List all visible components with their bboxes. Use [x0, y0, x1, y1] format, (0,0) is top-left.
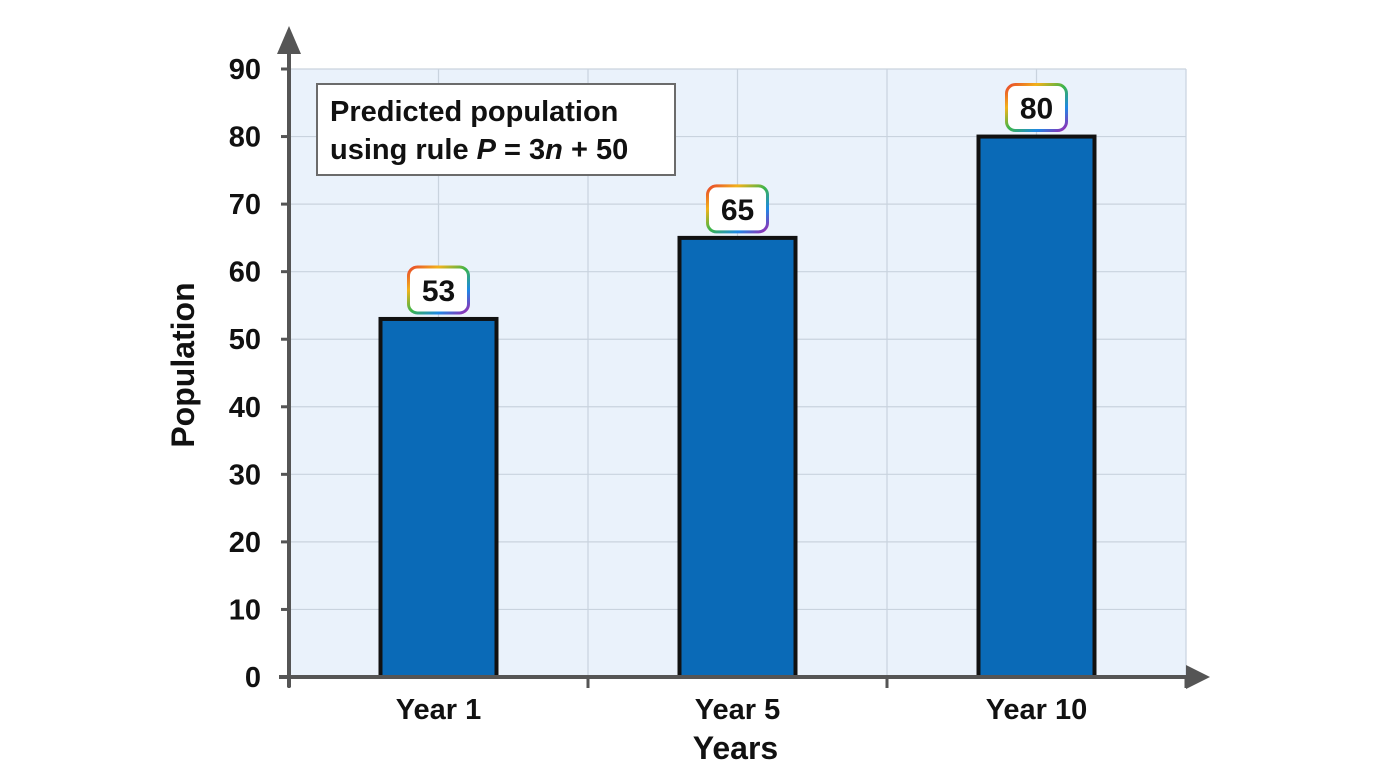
- annotation-suffix: + 50: [562, 134, 629, 166]
- x-axis-arrow: [1186, 665, 1210, 689]
- y-tick-labels: 0 10 20 30 40 50 60 70 80 90: [229, 54, 261, 694]
- annotation-prefix: using rule: [330, 134, 477, 166]
- data-label: 53: [422, 275, 455, 308]
- y-tick-label: 30: [229, 459, 261, 491]
- data-label: 80: [1020, 93, 1053, 126]
- annotation-var-p: P: [476, 134, 496, 166]
- y-tick-label: 80: [229, 122, 261, 154]
- x-axis-title: Years: [693, 730, 778, 766]
- y-axis-title: Population: [165, 282, 201, 447]
- data-label: 65: [721, 194, 754, 227]
- y-axis-arrow: [277, 26, 301, 54]
- annotation-line-2: using rule P = 3n + 50: [330, 131, 662, 169]
- x-tick-label: Year 1: [396, 694, 481, 726]
- y-tick-label: 10: [229, 594, 261, 626]
- data-label-badge: [706, 184, 769, 234]
- y-tick-label: 20: [229, 527, 261, 559]
- axes: [277, 26, 1210, 689]
- bars: [378, 134, 1097, 680]
- y-tick-label: 0: [245, 662, 261, 694]
- y-tick-label: 60: [229, 257, 261, 289]
- x-tick-label: Year 5: [695, 694, 780, 726]
- data-labels: 53 65 80: [407, 83, 1068, 315]
- rule-annotation-box: Predicted population using rule P = 3n +…: [316, 83, 676, 176]
- annotation-line-1: Predicted population: [330, 96, 619, 128]
- bar: [677, 235, 798, 679]
- x-tick-label: Year 10: [986, 694, 1088, 726]
- data-label-badge: [1005, 83, 1068, 133]
- y-tick-label: 70: [229, 189, 261, 221]
- annotation-eq: = 3: [495, 134, 546, 166]
- bar: [976, 134, 1097, 680]
- y-tick-label: 40: [229, 392, 261, 424]
- bar: [378, 316, 499, 679]
- y-tick-label: 50: [229, 324, 261, 356]
- y-tick-label: 90: [229, 54, 261, 86]
- annotation-var-n: n: [545, 134, 563, 166]
- x-tick-labels: Year 1 Year 5 Year 10: [396, 694, 1088, 726]
- data-label-badge: [407, 265, 470, 315]
